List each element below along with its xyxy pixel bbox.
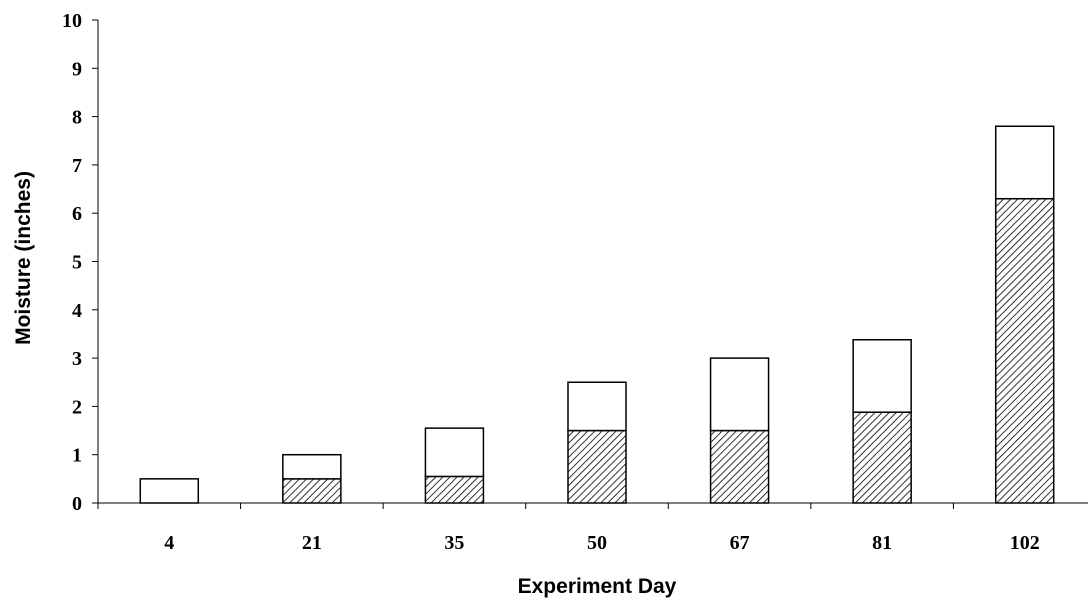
y-tick-label-0: 0 — [72, 493, 82, 515]
x-tick-label-50: 50 — [587, 532, 607, 554]
x-tick-label-4: 4 — [164, 532, 174, 554]
bar-lower-102 — [994, 197, 1055, 504]
x-tick-label-67: 67 — [730, 532, 750, 554]
bar-upper-4 — [139, 478, 200, 504]
bar-lower-81 — [852, 411, 912, 504]
bar-upper-21 — [282, 453, 342, 480]
x-tick-label-81: 81 — [872, 532, 892, 554]
y-tick-label-2: 2 — [72, 396, 82, 418]
y-tick-label-6: 6 — [72, 203, 82, 225]
bar-lower-67 — [709, 429, 770, 504]
bar-lower-21 — [282, 478, 342, 504]
bar-upper-81 — [852, 338, 912, 413]
x-tick-label-21: 21 — [302, 532, 322, 554]
y-tick-label-8: 8 — [72, 107, 82, 129]
y-tick-label-1: 1 — [72, 445, 82, 467]
x-axis-title: Experiment Day — [518, 575, 677, 598]
y-axis-title: Moisture (inches) — [12, 171, 35, 345]
bar-upper-50 — [567, 381, 627, 432]
bar-lower-35 — [424, 475, 485, 504]
bar-upper-67 — [709, 357, 770, 432]
bar-lower-50 — [567, 429, 627, 504]
bar-upper-102 — [994, 125, 1055, 200]
y-tick-label-10: 10 — [62, 10, 82, 32]
x-tick-label-102: 102 — [1010, 532, 1040, 554]
bar-upper-35 — [424, 427, 485, 478]
y-tick-label-9: 9 — [72, 58, 82, 80]
y-tick-label-3: 3 — [72, 348, 82, 370]
y-tick-label-7: 7 — [72, 155, 82, 177]
y-tick-label-4: 4 — [72, 300, 82, 322]
y-tick-label-5: 5 — [72, 252, 82, 274]
x-tick-label-35: 35 — [444, 532, 464, 554]
bars-layer — [139, 125, 1055, 504]
